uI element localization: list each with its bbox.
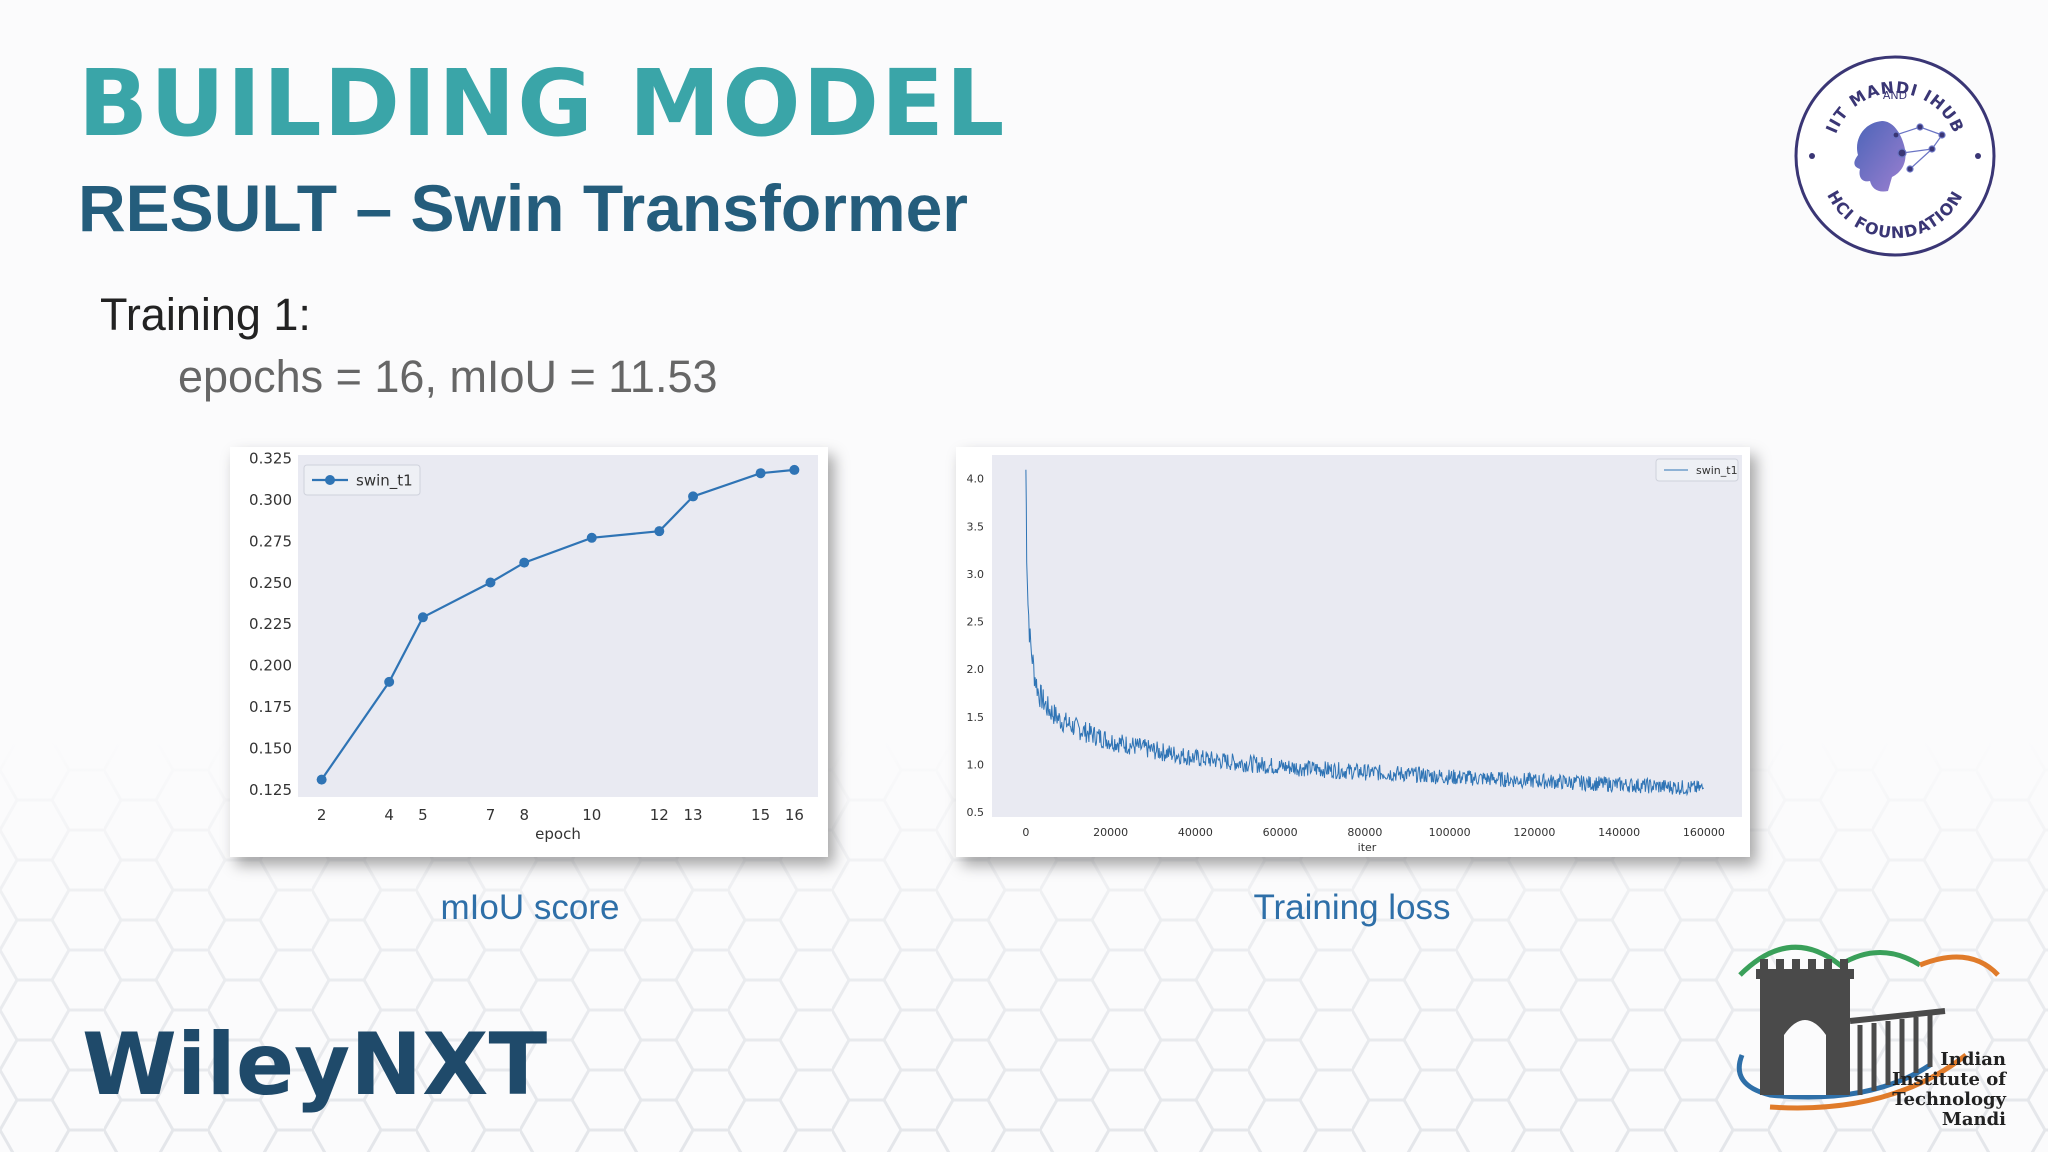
x-tick-label: 40000: [1178, 826, 1213, 839]
x-tick-label: 0: [1022, 826, 1029, 839]
x-tick-label: 12: [650, 806, 669, 824]
plot-area: [298, 455, 818, 797]
training-detail: epochs = 16, mIoU = 11.53: [178, 351, 718, 402]
iit-line: Technology: [1892, 1089, 2006, 1110]
y-tick-label: 0.150: [249, 739, 292, 757]
x-tick-label: 4: [384, 806, 394, 824]
plot-area: [992, 455, 1742, 817]
y-tick-label: 0.250: [249, 574, 292, 592]
data-point: [654, 526, 665, 537]
x-tick-label: 5: [418, 806, 428, 824]
series-line: [1025, 469, 1705, 797]
data-point: [519, 557, 530, 568]
y-tick-label: 1.5: [967, 711, 985, 724]
slide-title: BUILDING MODEL: [78, 50, 1007, 157]
x-tick-label: 20000: [1093, 826, 1128, 839]
x-axis-label: iter: [1358, 841, 1377, 854]
miou-caption: mIoU score: [440, 888, 620, 927]
x-tick-label: 140000: [1598, 826, 1640, 839]
legend-box: [1655, 458, 1739, 482]
data-point: [688, 491, 699, 502]
x-axis-label: epoch: [535, 825, 581, 843]
y-tick-label: 0.225: [249, 615, 292, 633]
slide-subtitle: RESULT – Swin Transformer: [78, 171, 968, 245]
legend-box: [303, 464, 421, 496]
loss-chart-card: 0.5 1.0 1.5 2.0 2.5 3.0 3.5 4.0 0 20000 40000 60000…: [956, 447, 1750, 857]
legend-marker: [325, 475, 335, 485]
series-line: [320, 468, 795, 781]
iit-line: Institute of: [1892, 1069, 2006, 1090]
data-point: [316, 774, 327, 785]
y-tick-label: 1.0: [967, 758, 985, 771]
x-tick-label: 2: [317, 806, 327, 824]
training-heading: Training 1:: [100, 289, 311, 340]
x-tick-label: 7: [486, 806, 496, 824]
y-tick-label: 0.325: [249, 450, 292, 468]
y-tick-label: 0.5: [967, 806, 985, 819]
data-point: [586, 532, 597, 543]
legend-label: swin_t1: [1696, 464, 1738, 477]
iit-line: Indian: [1940, 1049, 2006, 1070]
y-tick-label: 0.125: [249, 781, 292, 799]
data-point: [384, 676, 395, 687]
miou-chart: 0.125 0.150 0.175 0.200 0.225 0.250 0.275 0.300…: [249, 450, 818, 843]
data-point: [755, 468, 766, 479]
y-tick-label: 0.275: [249, 532, 292, 550]
iit-mandi-text: Indian Institute of Technology Mandi: [1866, 1050, 2006, 1130]
y-tick-label: 0.300: [249, 491, 292, 509]
x-tick-label: 60000: [1263, 826, 1298, 839]
x-tick-label: 100000: [1429, 826, 1471, 839]
y-tick-label: 3.5: [967, 520, 985, 533]
x-tick-label: 80000: [1347, 826, 1382, 839]
miou-chart-card: 0.125 0.150 0.175 0.200 0.225 0.250 0.275 0.300…: [230, 447, 828, 857]
y-tick-label: 0.175: [249, 698, 292, 716]
iit-mandi-logo: [1736, 944, 2000, 1111]
loss-caption: Training loss: [1253, 888, 1451, 927]
legend-label: swin_t1: [356, 471, 413, 490]
loss-chart: 0.5 1.0 1.5 2.0 2.5 3.0 3.5 4.0 0 20000 40000 60000…: [967, 455, 1742, 854]
x-tick-label: 160000: [1683, 826, 1725, 839]
data-point: [417, 612, 428, 623]
iit-line: Mandi: [1941, 1109, 2006, 1130]
y-tick-label: 0.200: [249, 657, 292, 675]
logo-text-and: AND: [1883, 89, 1907, 102]
x-tick-label: 13: [684, 806, 703, 824]
x-tick-label: 8: [519, 806, 529, 824]
wileynxt-logo: WileyNXT: [82, 1015, 548, 1115]
y-tick-label: 2.0: [967, 663, 985, 676]
x-tick-label: 10: [582, 806, 601, 824]
hci-foundation-logo: IIT MANDI IHUB AND HCI FOUNDATION: [1794, 55, 1996, 257]
data-point: [485, 577, 496, 588]
y-tick-label: 3.0: [967, 568, 985, 581]
data-point: [789, 464, 800, 475]
x-tick-label: 120000: [1513, 826, 1555, 839]
x-tick-label: 16: [785, 806, 804, 824]
y-tick-label: 4.0: [967, 473, 985, 486]
x-tick-label: 15: [751, 806, 770, 824]
y-tick-label: 2.5: [967, 616, 985, 629]
